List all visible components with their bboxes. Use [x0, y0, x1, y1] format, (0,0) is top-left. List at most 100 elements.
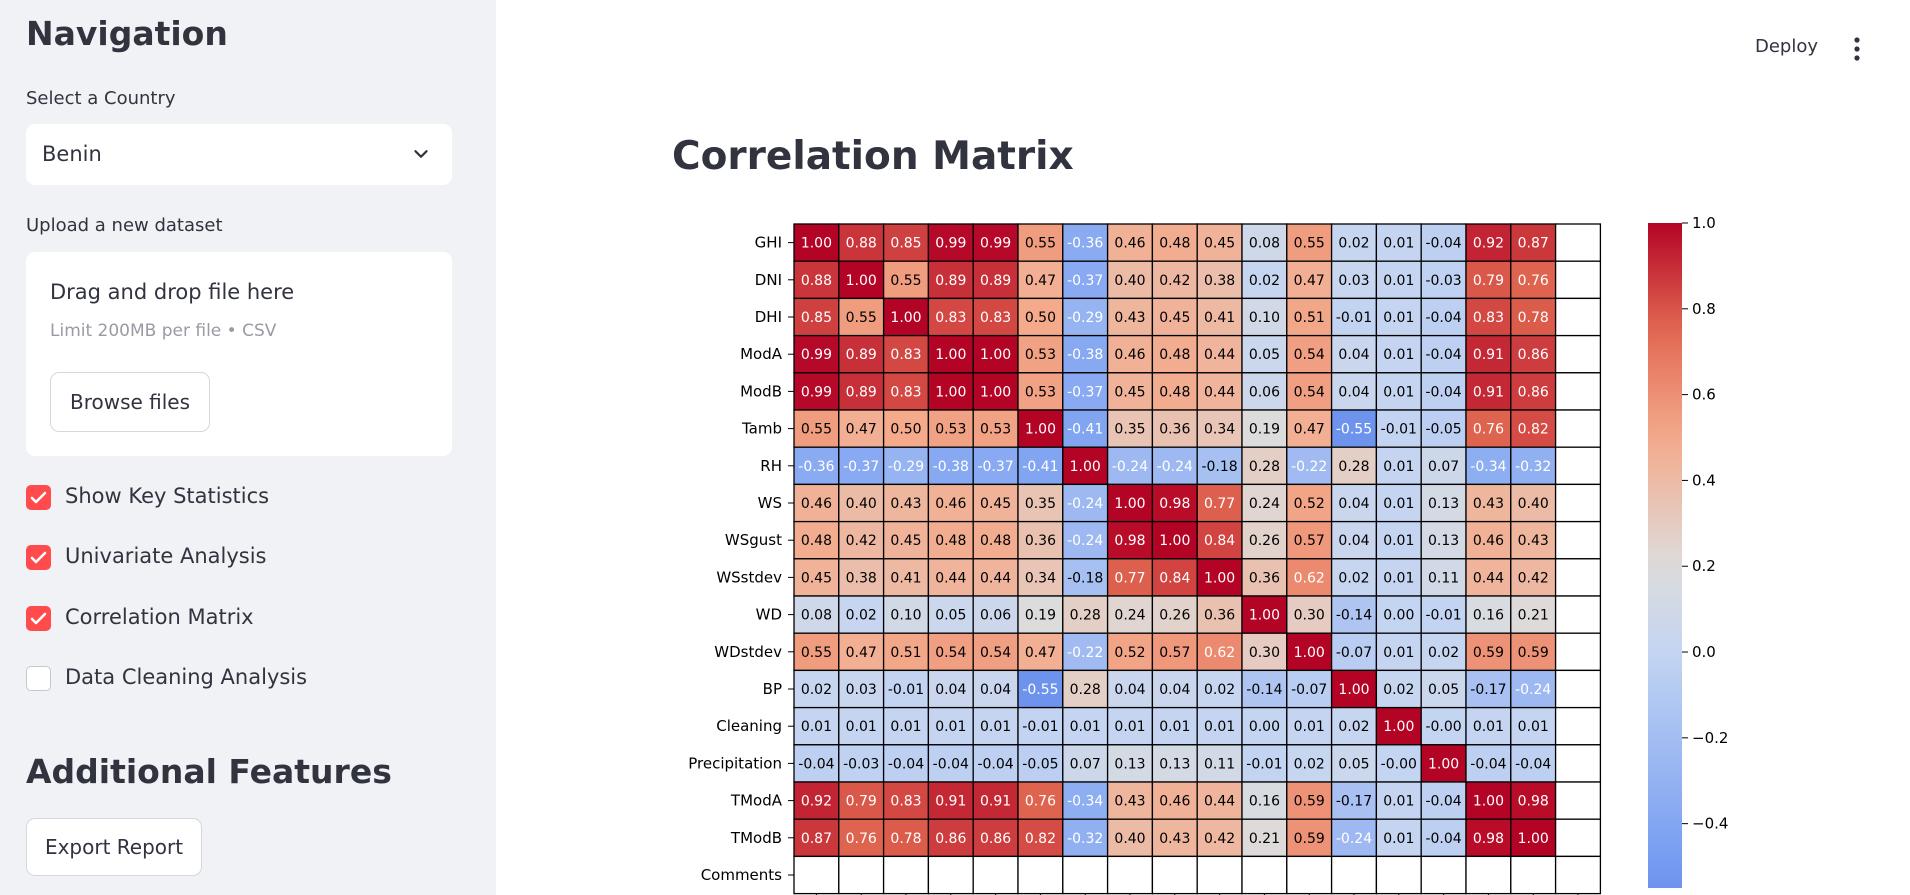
heatmap-cell — [1554, 297, 1602, 337]
heatmap-cell — [1151, 260, 1198, 300]
data-label: 0.89 — [846, 384, 877, 400]
data-label: 0.01 — [1383, 273, 1414, 289]
heatmap-cell — [972, 372, 1019, 411]
row-label: WD — [756, 606, 782, 624]
data-label: -0.55 — [1022, 682, 1058, 698]
row-label: ModB — [740, 382, 782, 400]
data-label: 0.01 — [1383, 347, 1414, 363]
checkbox-label: Show Key Statistics — [65, 484, 270, 508]
heatmap-cell — [1510, 855, 1557, 895]
data-label: 0.43 — [1473, 496, 1504, 512]
heatmap-cell — [1554, 483, 1602, 523]
data-label: -0.34 — [1067, 794, 1103, 810]
heatmap-cell — [1286, 855, 1333, 895]
heatmap-cell — [1330, 744, 1378, 783]
row-label: DHI — [755, 308, 782, 326]
data-label: 0.26 — [1249, 533, 1280, 549]
data-label: 0.44 — [1204, 347, 1235, 363]
heatmap-cell — [1196, 260, 1243, 300]
row-label: Precipitation — [688, 754, 782, 772]
data-label: 1.00 — [935, 347, 966, 363]
heatmap-cell — [972, 818, 1019, 858]
data-label: 0.28 — [1338, 459, 1369, 475]
heatmap-cell — [1286, 558, 1333, 597]
heatmap-cell — [1017, 818, 1064, 858]
heatmap-cell — [838, 409, 885, 448]
export-report-button[interactable]: Export Report — [26, 818, 202, 876]
data-label: 0.13 — [1114, 756, 1145, 772]
data-label: 0.02 — [1338, 719, 1369, 735]
data-label: 0.43 — [1518, 533, 1549, 549]
data-label: 0.48 — [980, 533, 1011, 549]
data-label: 0.53 — [980, 422, 1011, 438]
checkbox-data-cleaning-analysis[interactable] — [26, 666, 51, 691]
data-label: -0.41 — [1022, 459, 1058, 475]
data-label: 0.01 — [1114, 719, 1145, 735]
data-label: 1.00 — [1473, 794, 1504, 810]
data-label: 0.55 — [890, 273, 921, 289]
data-label: 0.36 — [1025, 533, 1056, 549]
heatmap-cell — [1151, 744, 1198, 783]
data-label: 0.00 — [1383, 608, 1414, 624]
heatmap-cell — [1465, 483, 1512, 523]
row-label: DNI — [755, 271, 782, 289]
data-label: -0.01 — [1381, 422, 1417, 438]
heatmap-cell — [927, 372, 974, 411]
heatmap-cell — [1151, 558, 1198, 597]
country-select[interactable]: Benin — [26, 124, 452, 185]
colorbar-tick-label: 1.0 — [1692, 214, 1716, 232]
data-label: 0.47 — [1025, 273, 1056, 289]
heatmap-cell — [1330, 446, 1378, 486]
heatmap-cell — [1465, 744, 1512, 783]
heatmap-cell — [1151, 334, 1198, 374]
data-label: 0.45 — [980, 496, 1011, 512]
data-label: -0.24 — [1515, 682, 1551, 698]
data-label: 0.87 — [801, 831, 832, 847]
heatmap-cell — [1330, 855, 1378, 895]
data-label: 0.04 — [1338, 384, 1369, 400]
data-label: 0.45 — [890, 533, 921, 549]
data-label: 0.06 — [1249, 384, 1280, 400]
browse-files-button[interactable]: Browse files — [50, 372, 210, 432]
data-label: 0.78 — [890, 831, 921, 847]
data-label: 0.07 — [1428, 459, 1459, 475]
data-label: 0.04 — [1114, 682, 1145, 698]
data-label: 0.86 — [1518, 384, 1549, 400]
kebab-menu-icon[interactable] — [1852, 36, 1862, 62]
data-label: 0.59 — [1518, 645, 1549, 661]
heatmap-cell — [1106, 855, 1154, 895]
row-label: WSstdev — [716, 568, 782, 586]
heatmap-cell — [1465, 297, 1512, 337]
heatmap-cell — [1554, 781, 1602, 820]
data-label: 0.28 — [1070, 608, 1101, 624]
data-label: 0.03 — [846, 682, 877, 698]
checkbox-univariate-analysis[interactable] — [26, 545, 51, 570]
heatmap-cell — [1554, 372, 1602, 411]
heatmap-cell — [1330, 297, 1378, 337]
data-label: -0.41 — [1067, 422, 1103, 438]
data-label: 0.98 — [1114, 533, 1145, 549]
data-label: 0.48 — [1159, 347, 1190, 363]
data-label: -0.05 — [1425, 422, 1461, 438]
heatmap-cell — [1510, 669, 1557, 709]
data-label: 0.01 — [1383, 645, 1414, 661]
deploy-button[interactable]: Deploy — [1755, 36, 1819, 57]
heatmap-cell — [793, 260, 840, 300]
data-label: -0.38 — [1067, 347, 1103, 363]
heatmap-cell — [1286, 706, 1333, 746]
data-label: 1.00 — [1518, 831, 1549, 847]
data-label: 0.02 — [1383, 682, 1414, 698]
data-label: -0.04 — [1515, 756, 1551, 772]
data-label: -0.04 — [1425, 384, 1461, 400]
heatmap-cell — [1286, 223, 1333, 262]
checkbox-label: Univariate Analysis — [65, 544, 267, 568]
checkbox-correlation-matrix[interactable] — [26, 606, 51, 631]
heatmap-cell — [838, 744, 885, 783]
heatmap-cell — [1375, 744, 1422, 783]
file-uploader-dropzone[interactable]: Drag and drop file here Limit 200MB per … — [26, 252, 452, 456]
data-label: 0.84 — [1159, 570, 1190, 586]
data-label: 1.00 — [1159, 533, 1190, 549]
checkbox-show-key-statistics[interactable] — [26, 485, 51, 510]
data-label: 1.00 — [1025, 422, 1056, 438]
data-label: 0.21 — [1518, 608, 1549, 624]
